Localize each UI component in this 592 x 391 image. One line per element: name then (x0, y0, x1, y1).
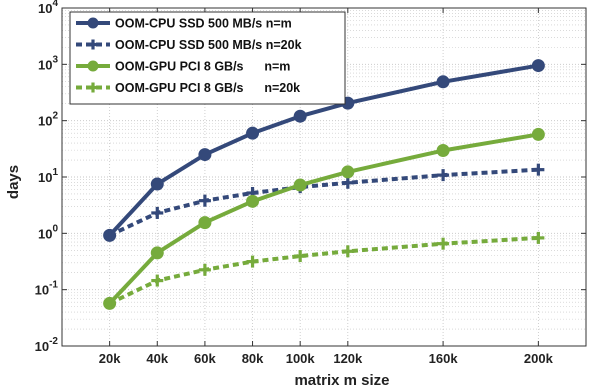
data-point (532, 231, 545, 244)
x-tick-label: 60k (194, 351, 216, 366)
data-point (103, 297, 116, 310)
y-tick-label: 100 (38, 223, 58, 241)
data-point (198, 263, 211, 276)
data-point (531, 59, 545, 73)
data-point (341, 176, 354, 189)
x-tick-label: 80k (242, 351, 264, 366)
legend-entry: OOM-CPU SSD 500 MB/s n=20k (76, 38, 302, 52)
data-point (198, 194, 211, 207)
data-point (341, 165, 355, 179)
data-point (341, 245, 354, 258)
y-axis-label: days (5, 165, 22, 199)
y-tick-label: 102 (38, 111, 58, 129)
x-tick-label: 160k (429, 351, 459, 366)
data-point (103, 229, 116, 242)
data-point (293, 178, 307, 192)
data-point (87, 17, 99, 29)
data-point (246, 255, 259, 268)
data-point (88, 82, 98, 93)
data-point (150, 177, 164, 191)
series-line (108, 235, 539, 306)
y-tick-label: 10-2 (35, 336, 59, 354)
legend-label: OOM-GPU PCI 8 GB/s n=20k (115, 81, 300, 95)
legend-entry: OOM-GPU PCI 8 GB/s n=20k (76, 81, 300, 95)
x-tick-label: 200k (524, 351, 554, 366)
legend-label: OOM-GPU PCI 8 GB/s n=m (115, 60, 290, 74)
data-point (198, 148, 212, 162)
series-line (108, 167, 539, 238)
series-4 (103, 231, 545, 310)
data-point (88, 39, 98, 50)
x-tick-label: 100k (286, 351, 316, 366)
x-tick-label: 120k (333, 351, 363, 366)
legend: OOM-CPU SSD 500 MB/s n=m OOM-CPU SSD 500 … (69, 11, 346, 105)
data-point (532, 163, 545, 176)
data-point (437, 169, 450, 182)
data-point (87, 60, 99, 72)
data-point (151, 206, 164, 219)
data-point (246, 126, 260, 140)
legend-entry: OOM-CPU SSD 500 MB/s n=m (76, 17, 292, 31)
series-line (107, 63, 541, 238)
data-point (437, 237, 450, 250)
data-point (246, 194, 260, 208)
legend-label: OOM-CPU SSD 500 MB/s n=m (115, 17, 292, 31)
legend-entry: OOM-GPU PCI 8 GB/s n=m (76, 60, 290, 74)
y-tick-label: 103 (38, 54, 58, 72)
data-point (294, 250, 307, 263)
y-tick-label: 10-1 (35, 280, 59, 298)
y-tick-label: 101 (38, 167, 58, 185)
ticks: 20k 40k 60k 80k 100k 120k 160k 200k 10-2 10-1 100 1… (35, 0, 586, 366)
legend-box (69, 11, 346, 105)
data-point (531, 127, 545, 141)
data-point (198, 216, 212, 230)
data-point (151, 274, 164, 287)
x-axis-label: matrix m size (294, 372, 389, 389)
legend-label: OOM-CPU SSD 500 MB/s n=20k (115, 38, 302, 52)
data-point (436, 75, 450, 89)
series-group (103, 59, 545, 310)
data-point (150, 246, 164, 260)
y-tick-label: 104 (38, 0, 58, 16)
series-2 (103, 163, 545, 242)
series-line (107, 132, 541, 306)
data-point (436, 144, 450, 158)
x-tick-label: 20k (99, 351, 121, 366)
x-tick-label: 40k (146, 351, 168, 366)
data-point (293, 109, 307, 123)
